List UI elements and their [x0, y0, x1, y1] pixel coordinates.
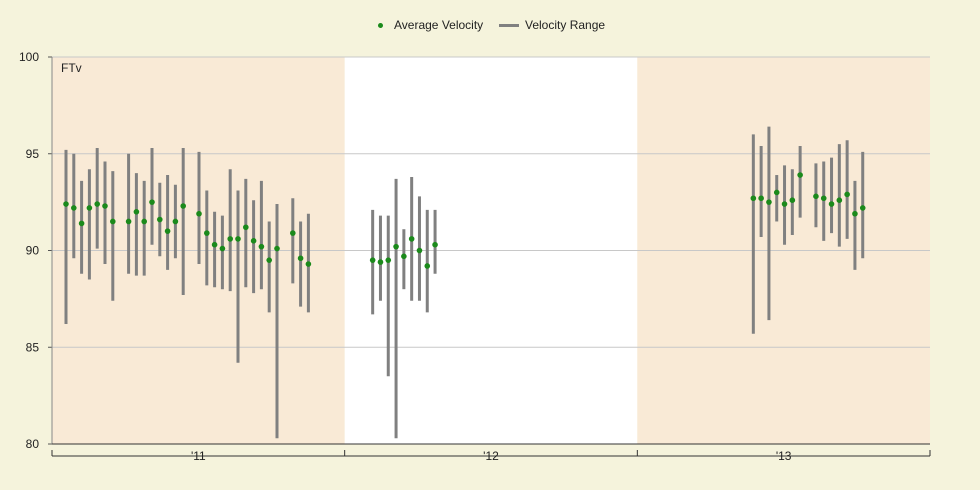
average-velocity-point — [274, 245, 280, 252]
average-velocity-point — [243, 224, 249, 231]
average-velocity-point — [813, 193, 819, 200]
average-velocity-point — [416, 247, 423, 254]
average-velocity-point — [828, 201, 835, 207]
average-velocity-point — [773, 189, 780, 196]
average-velocity-point — [196, 210, 202, 217]
average-velocity-point — [393, 243, 399, 250]
season-label: '12 — [483, 449, 499, 463]
average-velocity-point — [133, 209, 140, 215]
average-velocity-point — [86, 205, 93, 211]
average-velocity-point — [258, 243, 265, 250]
average-velocity-point — [110, 218, 116, 225]
average-velocity-point — [844, 191, 850, 198]
average-velocity-point — [424, 263, 431, 269]
y-tick-label: 85 — [26, 340, 40, 354]
legend-line-icon — [499, 24, 519, 28]
average-velocity-point — [758, 195, 764, 202]
average-velocity-point — [211, 241, 218, 248]
average-velocity-point — [789, 197, 796, 203]
average-velocity-point — [297, 255, 304, 262]
average-velocity-point — [781, 201, 788, 207]
average-velocity-point — [408, 236, 415, 242]
average-velocity-point — [235, 236, 241, 242]
inner-label: FTv — [61, 61, 82, 75]
average-velocity-point — [401, 253, 407, 260]
average-velocity-point — [377, 259, 384, 265]
y-tick-label: 100 — [19, 50, 39, 64]
season-label: '13 — [776, 449, 792, 463]
average-velocity-point — [157, 216, 163, 223]
legend-item-average-velocity: Average Velocity — [378, 18, 483, 32]
average-velocity-point — [859, 205, 866, 211]
average-velocity-point — [94, 201, 100, 207]
average-velocity-point — [836, 197, 843, 203]
average-velocity-point — [266, 257, 273, 263]
average-velocity-point — [227, 236, 233, 242]
average-velocity-point — [78, 220, 85, 227]
average-velocity-point — [305, 261, 312, 267]
average-velocity-point — [141, 218, 147, 225]
average-velocity-point — [204, 230, 210, 236]
average-velocity-point — [63, 201, 69, 207]
y-tick-label: 90 — [26, 244, 40, 258]
average-velocity-point — [149, 199, 155, 205]
y-tick-label: 80 — [26, 437, 40, 451]
average-velocity-point — [219, 245, 226, 252]
average-velocity-point — [852, 210, 858, 217]
average-velocity-point — [125, 218, 132, 225]
season-label: '11 — [191, 449, 206, 463]
y-tick-label: 95 — [26, 147, 40, 161]
legend-label: Velocity Range — [525, 18, 606, 32]
average-velocity-point — [766, 199, 772, 205]
average-velocity-point — [102, 203, 108, 209]
average-velocity-point — [180, 203, 186, 209]
average-velocity-point — [369, 257, 376, 263]
average-velocity-point — [71, 205, 77, 211]
average-velocity-point — [750, 195, 757, 202]
legend-item-velocity-range: Velocity Range — [499, 18, 605, 32]
legend-dot-icon — [378, 23, 383, 29]
average-velocity-point — [290, 230, 296, 236]
legend: Average Velocity Velocity Range — [0, 18, 980, 36]
average-velocity-point — [172, 218, 179, 225]
average-velocity-point — [797, 172, 803, 178]
average-velocity-point — [250, 238, 257, 244]
average-velocity-point — [820, 195, 827, 202]
average-velocity-point — [164, 228, 171, 234]
average-velocity-point — [432, 241, 438, 248]
legend-label: Average Velocity — [394, 18, 484, 32]
average-velocity-point — [385, 257, 392, 263]
